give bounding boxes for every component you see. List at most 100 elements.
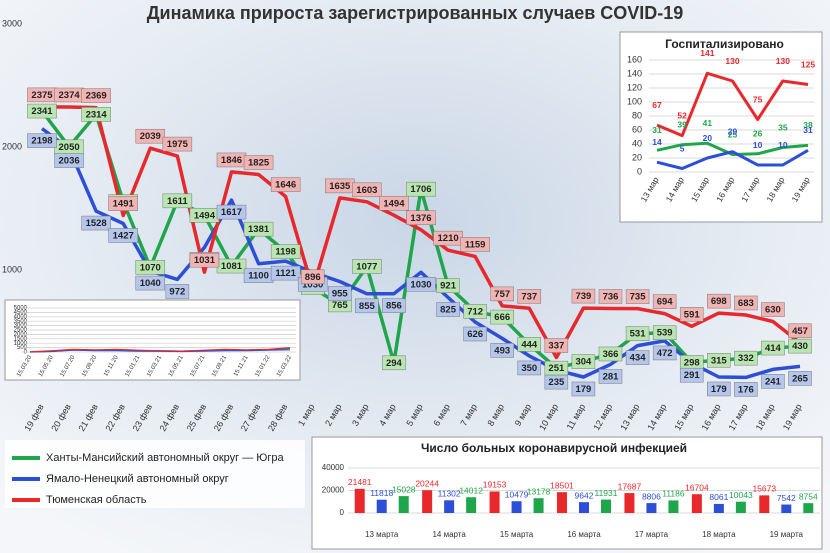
data-label-bg <box>788 323 812 339</box>
y-tick-label: 2500 <box>14 328 28 334</box>
data-label: 10043 <box>729 490 753 500</box>
data-label-bg <box>352 182 382 198</box>
data-label: 14012 <box>459 485 483 495</box>
data-label-bg <box>27 103 57 119</box>
data-label-bg <box>517 289 542 304</box>
series-line <box>656 149 809 170</box>
data-label: 15673 <box>752 484 776 494</box>
data-label: 39 <box>677 119 687 129</box>
data-label-bg <box>81 215 111 231</box>
bar <box>533 498 544 513</box>
data-label: 17687 <box>618 481 642 491</box>
data-label-bg <box>328 286 352 301</box>
bar <box>759 495 770 513</box>
data-label-bg <box>406 210 436 226</box>
data-label-bg <box>243 155 274 170</box>
data-label: 739 <box>575 291 591 302</box>
data-label-bg <box>463 326 487 342</box>
bar <box>354 488 365 513</box>
data-label: 1210 <box>438 233 459 244</box>
inset-frame <box>619 31 823 223</box>
data-label-bg <box>571 354 596 369</box>
data-label: 179 <box>575 384 591 395</box>
data-label: 332 <box>738 353 754 364</box>
y-tick-label: 0 <box>24 350 28 356</box>
data-label-bg <box>544 374 569 390</box>
data-label: 896 <box>305 272 321 283</box>
data-label-bg <box>162 193 193 209</box>
data-label-bg <box>598 369 623 384</box>
data-label: 1070 <box>140 262 161 273</box>
data-label: 15028 <box>392 484 416 494</box>
data-label: 1825 <box>248 158 270 169</box>
data-label-bg <box>379 195 409 211</box>
series-line <box>29 347 291 353</box>
data-label: 626 <box>467 329 483 340</box>
data-label-bg <box>734 295 758 311</box>
x-tick-label: 15 марта <box>500 530 534 539</box>
data-label-bg <box>652 345 677 361</box>
chart-title: Динамика прироста зарегистрированных слу… <box>147 3 684 23</box>
data-label: 1077 <box>356 262 377 273</box>
data-label-bg <box>165 284 190 299</box>
data-label: 2036 <box>59 156 80 167</box>
data-label-bg <box>463 304 487 319</box>
data-label: 736 <box>603 291 619 302</box>
data-label-bg <box>81 107 111 122</box>
data-label: 1159 <box>465 239 486 250</box>
data-label-bg <box>355 298 379 314</box>
data-label-bg <box>571 381 596 397</box>
data-label: 1198 <box>275 247 296 258</box>
y-tick-label: 120 <box>627 82 642 92</box>
data-label: 241 <box>765 376 782 387</box>
data-label: 1040 <box>140 278 161 289</box>
data-label-bg <box>135 260 166 275</box>
data-label: 825 <box>440 305 457 316</box>
data-label: 265 <box>792 373 809 384</box>
data-label-bg <box>652 325 677 340</box>
data-label: 19153 <box>483 480 507 490</box>
data-label: 2314 <box>86 109 108 120</box>
x-tick-label: 19 марта <box>770 530 804 539</box>
data-label: 26 <box>753 129 763 139</box>
bar <box>735 501 746 513</box>
data-label: 31 <box>803 125 813 135</box>
data-label: 698 <box>711 296 727 307</box>
data-label: 1706 <box>410 184 431 195</box>
data-label-bg <box>788 338 812 354</box>
data-label: 2375 <box>31 90 53 101</box>
bar <box>557 492 567 513</box>
y-tick-label: 100 <box>627 96 642 106</box>
data-label-bg <box>270 177 301 192</box>
data-label: 18501 <box>550 480 574 490</box>
data-label: 1030 <box>302 279 323 290</box>
data-label-bg <box>460 237 490 252</box>
y-tick-label: 60 <box>632 124 642 134</box>
data-label: 35 <box>778 122 788 132</box>
data-label: 5 <box>680 143 685 153</box>
data-label: 2050 <box>59 142 80 153</box>
data-label: 1494 <box>383 198 405 209</box>
data-label: 294 <box>386 358 403 369</box>
data-label: 20 <box>703 133 713 143</box>
data-label-bg <box>54 153 84 168</box>
data-label: 666 <box>494 312 510 323</box>
data-label-bg <box>108 196 138 211</box>
data-label: 1635 <box>329 181 351 192</box>
bar <box>713 503 724 513</box>
data-label: 539 <box>657 328 673 339</box>
data-label: 350 <box>521 363 537 374</box>
data-label: 366 <box>603 349 619 360</box>
y-tick-label: 80 <box>632 110 642 120</box>
y-tick-label: 0 <box>340 508 345 517</box>
inset-frame <box>4 299 301 381</box>
data-label: 434 <box>630 353 647 364</box>
y-tick-label: 4000 <box>14 314 28 320</box>
data-label: 176 <box>738 384 754 395</box>
data-label: 694 <box>657 297 674 308</box>
data-label: 235 <box>548 377 565 388</box>
y-tick-label: 500 <box>17 345 28 351</box>
data-label: 67 <box>652 100 662 110</box>
data-label: 972 <box>169 286 185 297</box>
data-label-bg <box>652 294 677 309</box>
